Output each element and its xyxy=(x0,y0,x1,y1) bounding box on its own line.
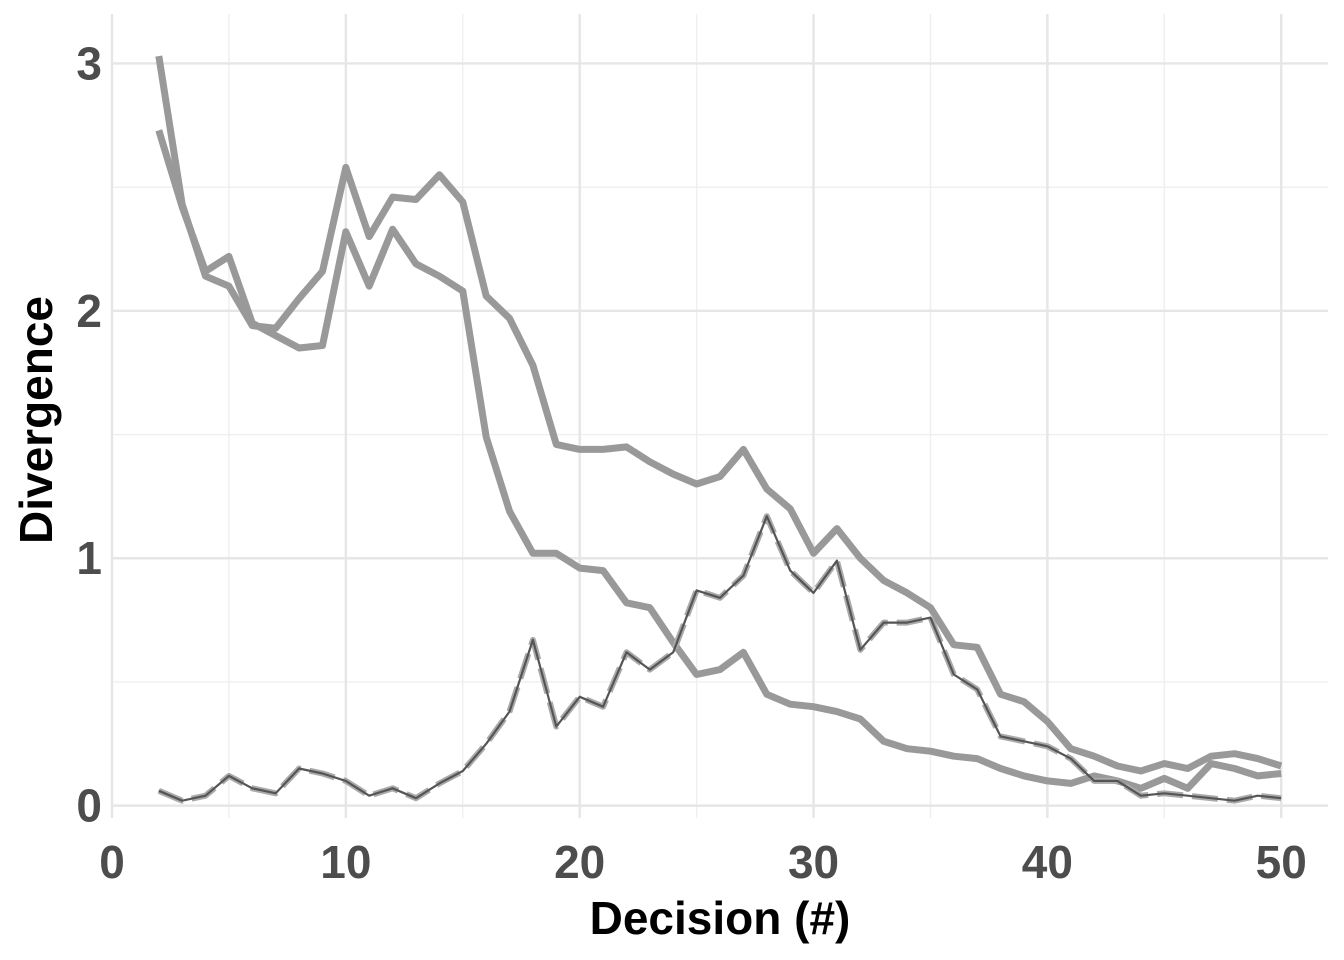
y-tick-label: 0 xyxy=(76,780,102,832)
x-tick-label: 40 xyxy=(1022,836,1073,888)
series-lines xyxy=(155,55,1283,804)
x-axis-ticks: 0 10 20 30 40 50 xyxy=(99,836,1307,888)
x-tick-label: 0 xyxy=(99,836,125,888)
y-axis-title: Divergence xyxy=(10,296,62,544)
x-tick-label: 30 xyxy=(788,836,839,888)
series-line-1-thick xyxy=(155,55,1283,775)
series-line-2-thick xyxy=(155,129,1282,792)
x-tick-label: 50 xyxy=(1256,836,1307,888)
y-tick-label: 1 xyxy=(76,532,102,584)
grid-lines xyxy=(110,14,1328,818)
x-axis-title: Decision (#) xyxy=(590,892,851,944)
y-tick-label: 3 xyxy=(76,37,102,89)
y-axis-ticks: 0 1 2 3 xyxy=(76,37,102,831)
series-line-4-thin xyxy=(158,515,1282,802)
x-tick-label: 10 xyxy=(320,836,371,888)
x-tick-label: 20 xyxy=(554,836,605,888)
y-tick-label: 2 xyxy=(76,285,102,337)
